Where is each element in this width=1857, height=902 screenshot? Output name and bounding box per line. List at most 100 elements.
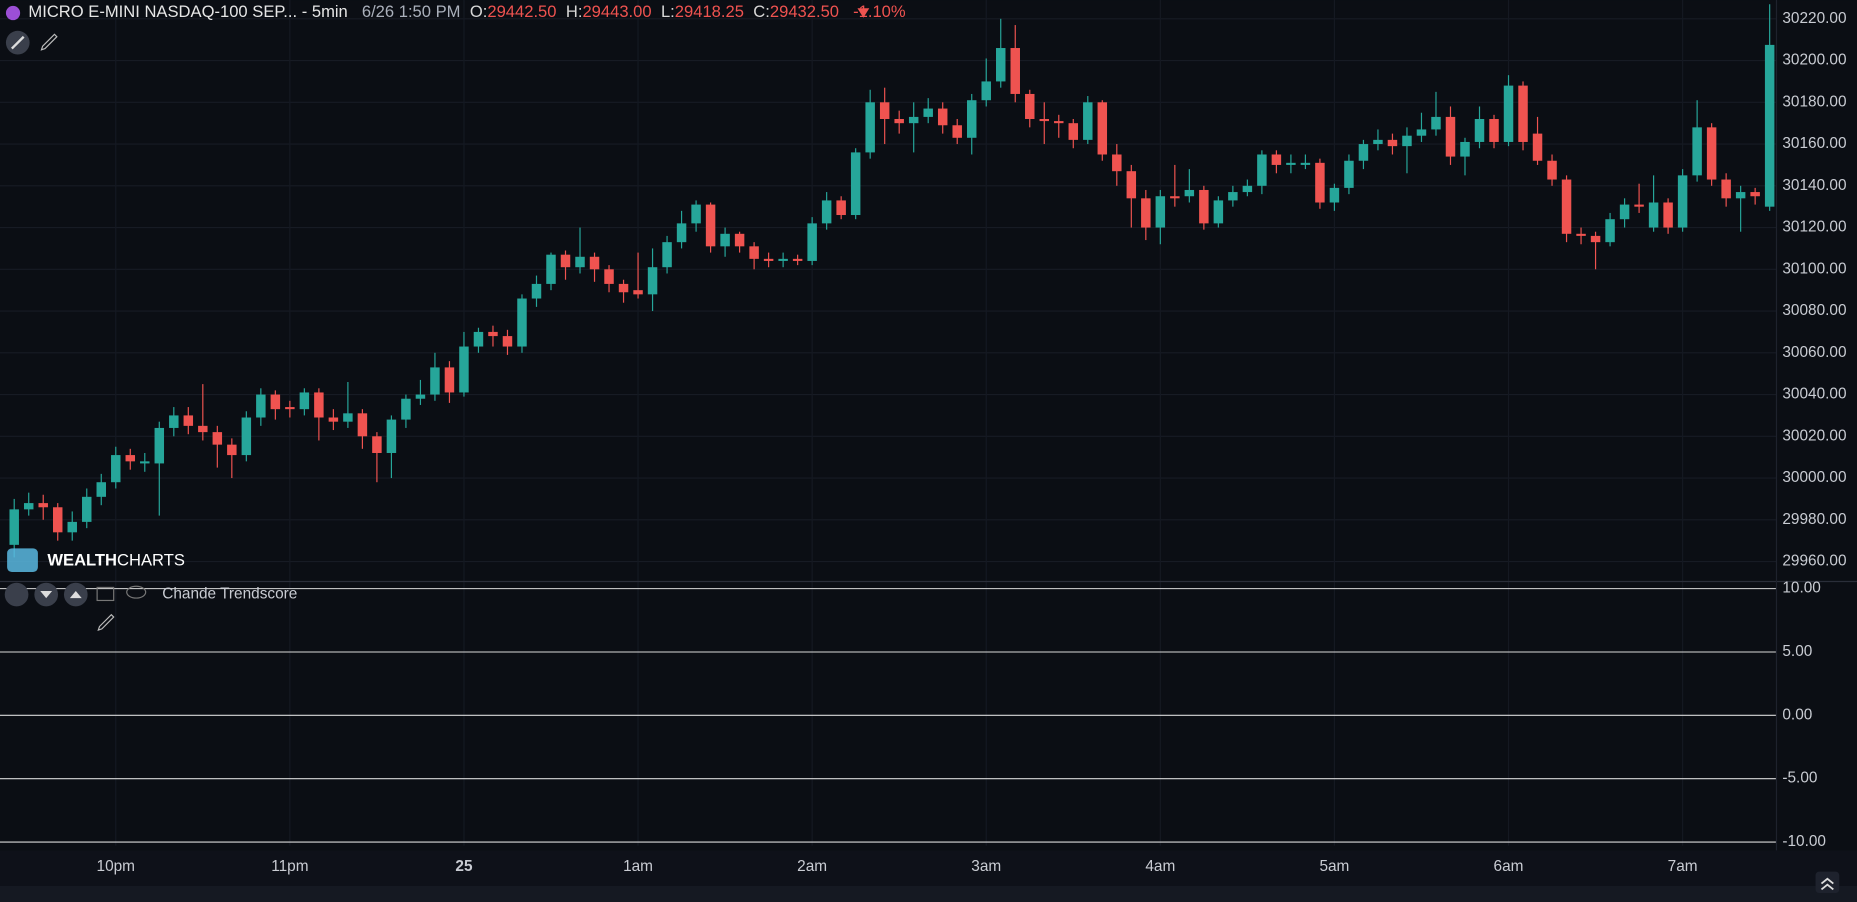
y-tick-label: -10.00 — [1782, 833, 1826, 850]
candle-body — [1460, 141, 1470, 157]
candle-body — [1300, 162, 1311, 165]
candle-body — [140, 461, 150, 464]
datetime: 6/26 1:50 PM — [362, 2, 461, 21]
ohlc-label: L: — [661, 2, 675, 21]
bottom-bar — [0, 885, 1857, 902]
candle-body — [662, 242, 672, 268]
candle-body — [212, 432, 223, 445]
candle-body — [1373, 139, 1383, 145]
y-tick-label: 30200.00 — [1782, 52, 1846, 69]
y-tick-label: 5.00 — [1782, 643, 1812, 660]
candle-body — [67, 521, 77, 533]
candle-body — [1648, 202, 1659, 228]
candle-body — [1489, 118, 1499, 142]
x-tick-label: 11pm — [271, 858, 308, 875]
candle-body — [357, 413, 368, 437]
candle-body — [1315, 162, 1325, 203]
x-tick-label: 3am — [971, 858, 1001, 875]
candle-body — [546, 254, 556, 284]
candle-body — [908, 116, 919, 124]
candle-body — [1344, 160, 1354, 188]
y-tick-label: 30080.00 — [1782, 302, 1846, 319]
candle-body — [1532, 133, 1543, 161]
candle-body — [1590, 235, 1601, 243]
candle-body — [1561, 179, 1572, 234]
collapse-icon — [1820, 877, 1834, 891]
candle-body — [589, 256, 600, 270]
candle-body — [227, 444, 237, 456]
candle-body — [865, 102, 875, 153]
candle-body — [328, 417, 339, 422]
candle-body — [1735, 192, 1746, 199]
x-tick-label: 6am — [1494, 858, 1524, 875]
candle-body — [618, 283, 629, 293]
candle-body — [343, 413, 353, 422]
x-tick-label: 25 — [455, 858, 473, 875]
candle-body — [1126, 171, 1137, 199]
y-tick-label: 30180.00 — [1782, 93, 1846, 110]
candle-body — [1184, 189, 1195, 197]
candle-body — [850, 152, 861, 216]
indicator-title: Chande Trendscore — [162, 586, 297, 603]
edit-icon[interactable] — [40, 33, 58, 51]
candle-body — [676, 223, 687, 243]
candle-body — [1329, 187, 1340, 203]
candle-body — [1242, 185, 1253, 193]
candle-body — [879, 102, 890, 119]
candle-body — [256, 394, 266, 418]
candle-body — [531, 283, 542, 299]
candle-body — [415, 394, 426, 399]
down-arrow — [857, 8, 870, 18]
candle-body — [401, 398, 411, 420]
symbol-icon — [5, 5, 21, 21]
ohlc-value: 29442.50 — [487, 2, 556, 21]
candle-body — [1271, 154, 1282, 165]
settings-icon[interactable] — [96, 586, 115, 602]
candle-body — [183, 415, 194, 426]
candle-body — [52, 507, 63, 533]
brand-strong: WEALTH — [47, 551, 117, 570]
visibility-icon[interactable] — [126, 585, 147, 599]
candle-body — [807, 223, 817, 261]
edit-icon[interactable] — [97, 613, 115, 632]
candle-body — [1750, 192, 1760, 197]
candle-body — [372, 436, 382, 453]
candle-body — [198, 425, 208, 433]
y-tick-label: 30100.00 — [1782, 260, 1846, 277]
candle-body — [1097, 102, 1108, 155]
candle-body — [604, 269, 614, 284]
candle-body — [154, 427, 165, 464]
candle-body — [1025, 93, 1035, 119]
candle-body — [23, 503, 34, 510]
candle-body — [749, 246, 759, 259]
toggle-button[interactable] — [4, 582, 29, 607]
candle-body — [575, 256, 585, 268]
x-tick-label: 7am — [1668, 858, 1698, 875]
ohlc-label: O: — [470, 2, 488, 21]
candle-body — [241, 417, 252, 456]
labels: 29960.00 29980.00 30000.00 30020.00 30040.00… — [97, 10, 1847, 875]
candle-body — [1474, 118, 1485, 142]
x-tick-label: 10pm — [97, 858, 135, 875]
candle-body — [1112, 154, 1122, 172]
change: -1.10% — [853, 2, 906, 21]
candle-body — [314, 392, 324, 418]
candle-body — [894, 118, 904, 124]
candle-body — [38, 503, 48, 508]
candle-body — [1068, 123, 1079, 140]
collapse-button[interactable] — [1815, 871, 1840, 893]
candle-body — [270, 394, 281, 410]
grid — [0, 0, 1777, 846]
up-icon — [69, 590, 82, 599]
candle-body — [952, 125, 962, 138]
candle-body — [1402, 135, 1412, 147]
candle-body — [9, 509, 19, 545]
marks — [9, 4, 1775, 558]
brand: WEALTHCHARTS — [47, 551, 185, 570]
candle-body — [836, 200, 846, 216]
candle-body — [386, 419, 397, 453]
candle-body — [1576, 233, 1586, 236]
candle-body — [1141, 198, 1151, 228]
